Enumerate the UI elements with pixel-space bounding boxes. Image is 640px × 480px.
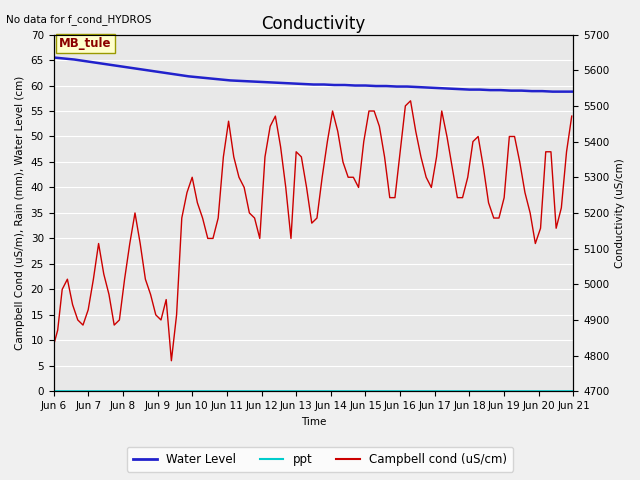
Text: No data for f_cond_HYDROS: No data for f_cond_HYDROS: [6, 14, 152, 25]
Y-axis label: Conductivity (uS/cm): Conductivity (uS/cm): [615, 158, 625, 268]
Text: MB_tule: MB_tule: [59, 37, 111, 50]
Y-axis label: Campbell Cond (uS/m), Rain (mm), Water Level (cm): Campbell Cond (uS/m), Rain (mm), Water L…: [15, 76, 25, 350]
Title: Conductivity: Conductivity: [261, 15, 365, 33]
X-axis label: Time: Time: [301, 417, 326, 427]
Legend: Water Level, ppt, Campbell cond (uS/cm): Water Level, ppt, Campbell cond (uS/cm): [127, 447, 513, 472]
